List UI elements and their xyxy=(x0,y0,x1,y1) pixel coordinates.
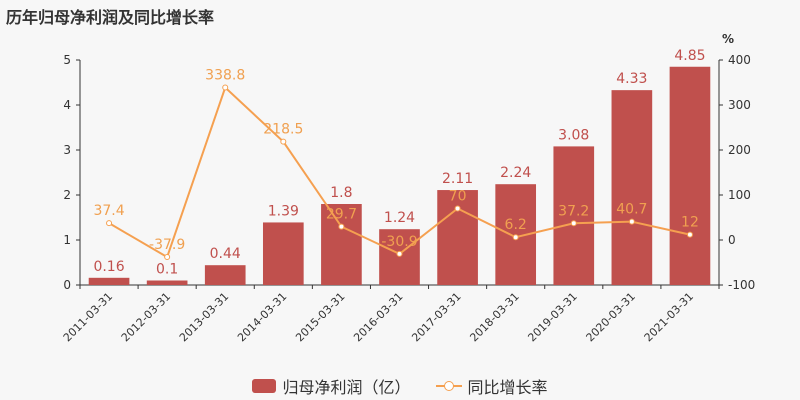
bars xyxy=(88,66,711,286)
y-tick-label-left: 1 xyxy=(63,233,71,247)
bar xyxy=(379,229,420,285)
growth-value-label: 338.8 xyxy=(205,68,245,84)
legend: 归母净利润（亿） 同比增长率 xyxy=(0,374,800,398)
growth-value-label: 6.2 xyxy=(505,217,527,233)
x-tick-label: 2011-03-31 xyxy=(61,290,115,344)
y-tick-label-left: 0 xyxy=(63,278,71,292)
bar xyxy=(553,146,595,285)
growth-value-label: 12 xyxy=(681,215,699,231)
y-tick-label-left: 2 xyxy=(63,188,71,202)
bar-value-label: 2.11 xyxy=(442,171,473,187)
y-tick-label-right: 0 xyxy=(728,233,736,247)
legend-label-growth: 同比增长率 xyxy=(467,378,548,397)
line-labels: 37.4 -37.9 338.8 218.5 29.7 -30.9 70 6.2 37.2 40.… xyxy=(93,68,698,254)
bar-value-label: 4.85 xyxy=(674,48,705,64)
growth-point xyxy=(164,254,171,261)
bar-value-label: 0.1 xyxy=(156,262,178,278)
x-tick-label: 2019-03-31 xyxy=(525,290,579,344)
bar-value-label: 0.16 xyxy=(93,259,124,275)
growth-point xyxy=(570,220,577,227)
legend-item-growth[interactable]: 同比增长率 xyxy=(435,374,548,398)
bar xyxy=(88,277,130,285)
growth-line xyxy=(106,84,693,261)
x-tick-label: 2015-03-31 xyxy=(293,290,347,344)
growth-value-label: 37.2 xyxy=(558,203,589,219)
bar xyxy=(204,265,246,285)
right-axis-unit: % xyxy=(722,32,734,46)
bar-value-label: 1.24 xyxy=(384,210,415,226)
growth-value-label: -30.9 xyxy=(381,234,417,250)
growth-value-label: 29.7 xyxy=(326,207,357,223)
bar-value-label: 0.44 xyxy=(210,246,241,262)
legend-bar-swatch xyxy=(252,379,277,393)
legend-line-marker-icon xyxy=(435,379,462,393)
y-tick-label-left: 4 xyxy=(63,98,71,112)
growth-point xyxy=(338,223,345,230)
growth-point xyxy=(454,205,461,212)
growth-value-label: 37.4 xyxy=(93,203,124,219)
x-tick-label: 2012-03-31 xyxy=(119,290,173,344)
bar-value-label: 1.8 xyxy=(330,185,352,201)
growth-point xyxy=(686,231,693,238)
y-tick-label-right: 200 xyxy=(728,143,751,157)
y-tick-label-right: 400 xyxy=(728,53,751,67)
bar-value-label: 3.08 xyxy=(558,127,589,143)
bar-value-label: 1.39 xyxy=(268,203,299,219)
legend-item-profit[interactable]: 归母净利润（亿） xyxy=(252,374,410,398)
growth-value-label: 218.5 xyxy=(263,122,303,138)
growth-point xyxy=(396,250,403,257)
y-tick-label-left: 3 xyxy=(63,143,71,157)
growth-value-label: -37.9 xyxy=(149,237,185,253)
bar xyxy=(146,280,188,285)
bar-labels: 0.16 0.1 0.44 1.39 1.8 1.24 2.11 2.24 3.08 4.33 4.… xyxy=(93,48,705,278)
x-tick-label: 2020-03-31 xyxy=(584,290,638,344)
bar xyxy=(262,222,304,285)
growth-point xyxy=(628,218,635,225)
bar xyxy=(669,66,711,285)
x-tick-label: 2014-03-31 xyxy=(235,290,289,344)
legend-label-profit: 归母净利润（亿） xyxy=(282,378,411,397)
x-tick-label: 2016-03-31 xyxy=(351,290,405,344)
x-tick-label: 2018-03-31 xyxy=(467,290,521,344)
y-tick-label-right: 100 xyxy=(728,188,751,202)
bar-value-label: 2.24 xyxy=(500,165,531,181)
x-tick-labels: 2011-03-31 2012-03-31 2013-03-31 2014-03-31… xyxy=(61,290,696,344)
growth-point xyxy=(222,84,229,91)
chart-title: 历年归母净利润及同比增长率 xyxy=(6,8,215,27)
bar xyxy=(321,204,362,285)
bar xyxy=(611,90,653,286)
x-tick-label: 2013-03-31 xyxy=(177,290,231,344)
y-tick-label-left: 5 xyxy=(63,53,71,67)
growth-point xyxy=(280,138,287,145)
x-tick-label: 2021-03-31 xyxy=(642,290,696,344)
y-tick-label-right: 300 xyxy=(728,98,751,112)
bar-value-label: 4.33 xyxy=(616,71,647,87)
growth-value-label: 70 xyxy=(449,189,467,205)
growth-value-label: 40.7 xyxy=(616,202,647,218)
y-tick-label-right: -100 xyxy=(728,278,755,292)
x-tick-label: 2017-03-31 xyxy=(409,290,463,344)
growth-point xyxy=(512,234,519,241)
growth-point xyxy=(106,220,113,227)
